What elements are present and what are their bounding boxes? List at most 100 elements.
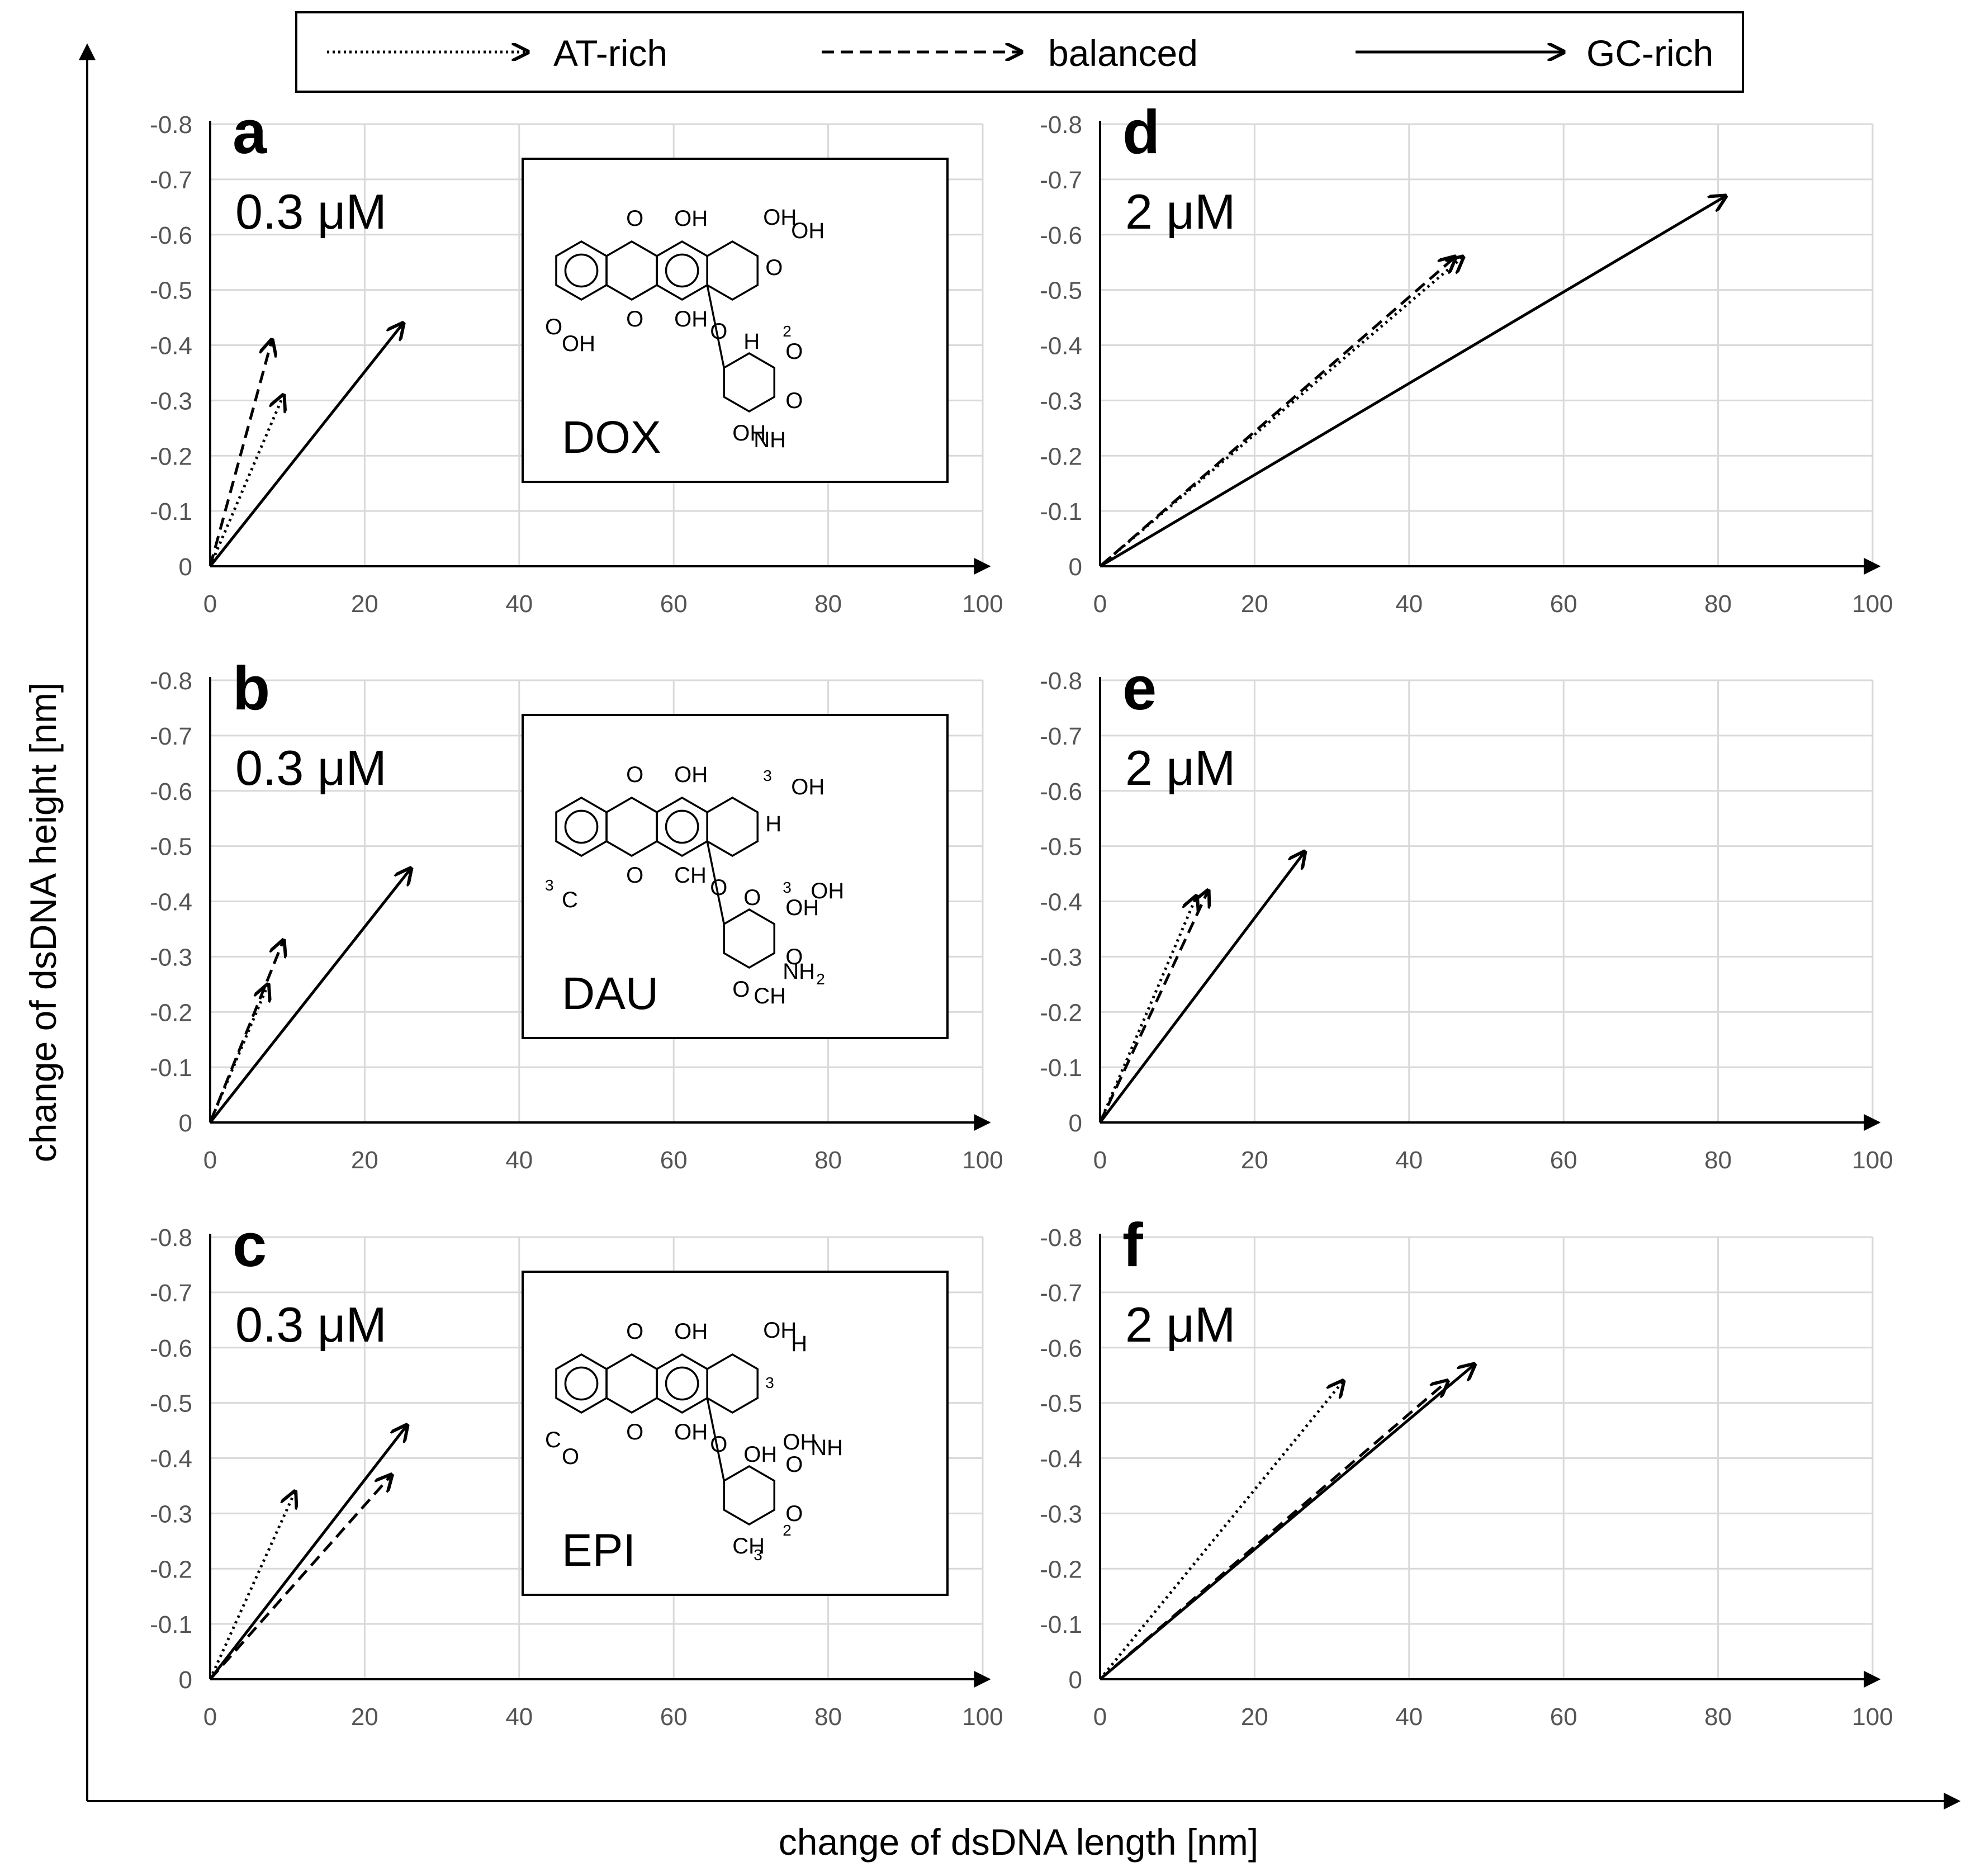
vector-balanced	[1099, 257, 1456, 567]
structure-drawing	[555, 1353, 776, 1526]
panel-letter: e	[1122, 654, 1157, 723]
x-tick-label: 100	[1852, 590, 1893, 618]
y-tick-label: -0.5	[1040, 277, 1082, 305]
structure-frame	[522, 158, 949, 483]
atom-label: OH	[763, 1318, 797, 1343]
concentration-label: 0.3 μM	[235, 740, 387, 795]
y-tick-label: 0	[1069, 1666, 1082, 1694]
y-tick-label: -0.6	[150, 1335, 192, 1362]
vector-gc-rich	[209, 1425, 407, 1680]
panel-letter: f	[1122, 1211, 1143, 1280]
atom-label: C	[545, 1428, 561, 1452]
y-tick-label: -0.5	[1040, 1390, 1082, 1418]
atom-label: O	[545, 315, 562, 339]
panels: 0 -0.1 -0.2 -0.3 -0.4 -0.5 -0.6 -0.7 -0.8 0 20 40 60…	[150, 98, 1893, 1731]
x-tick-label: 40	[1395, 1703, 1423, 1731]
atom-label: O	[710, 1432, 727, 1457]
atom-label: OH	[732, 421, 766, 446]
vector-gc-rich	[209, 868, 411, 1124]
y-tick-label: 0	[1069, 1110, 1082, 1137]
y-tick-label: -0.6	[1040, 222, 1082, 249]
x-tick-label: 0	[1093, 590, 1107, 618]
y-tick-label: -0.7	[1040, 1280, 1082, 1307]
atom-label: OH	[674, 1319, 708, 1344]
y-tick-label: -0.1	[150, 1611, 192, 1638]
atom-label: O	[785, 1501, 803, 1526]
atom-label: O	[785, 389, 803, 413]
y-tick-label: -0.1	[1040, 1054, 1082, 1082]
drug-label: DOX	[562, 412, 661, 463]
y-tick-label: -0.3	[150, 1500, 192, 1528]
y-tick-label: -0.7	[150, 723, 192, 750]
y-tick-label: -0.2	[150, 999, 192, 1026]
atom-label: O	[562, 1444, 579, 1469]
y-tick-label: -0.6	[150, 778, 192, 806]
aromatic-ring-mark	[564, 1366, 599, 1401]
ring-4	[706, 796, 759, 858]
x-tick-label: 20	[1241, 1703, 1268, 1731]
atom-label: O	[710, 875, 727, 900]
panel-e: 0 -0.1 -0.2 -0.3 -0.4 -0.5 -0.6 -0.7 -0.8 0 20 40 60…	[1040, 654, 1893, 1174]
aromatic-ring-mark	[564, 253, 599, 288]
panel-f: 0 -0.1 -0.2 -0.3 -0.4 -0.5 -0.6 -0.7 -0.8 0 20 40 60…	[1040, 1211, 1893, 1731]
x-tick-label: 80	[1704, 1147, 1732, 1174]
structure-drawing	[555, 240, 776, 413]
x-tick-label: 80	[814, 1703, 842, 1731]
x-tick-label: 100	[1852, 1703, 1893, 1731]
y-tick-label: -0.8	[150, 1224, 192, 1252]
atom-label: OH	[763, 205, 797, 230]
y-tick-label: -0.6	[150, 222, 192, 249]
vector-at-rich	[209, 395, 283, 567]
y-tick-label: -0.8	[1040, 111, 1082, 139]
panel-letter: b	[233, 654, 270, 723]
atom-label: O	[743, 885, 761, 910]
atom-label: O	[626, 307, 643, 331]
atom-label: H	[765, 812, 781, 836]
x-tick-label: 60	[1550, 1703, 1577, 1731]
y-tick-label: -0.8	[150, 111, 192, 139]
x-tick-label: 60	[660, 590, 688, 618]
x-tick-label: 60	[1550, 1147, 1577, 1174]
x-tick-label: 20	[1241, 1147, 1268, 1174]
y-tick-label: -0.3	[150, 944, 192, 971]
gridlines	[1100, 679, 1874, 1122]
y-tick-label: -0.4	[1040, 333, 1082, 360]
y-tick-label: -0.4	[150, 1446, 192, 1473]
y-tick-label: -0.4	[150, 333, 192, 360]
atom-label: NH	[783, 959, 815, 984]
atom-label: OH	[674, 762, 708, 787]
vector-balanced	[1098, 890, 1208, 1124]
vector-at-rich	[1098, 896, 1197, 1123]
y-tick-label: -0.2	[1040, 443, 1082, 470]
y-tick-label: -0.7	[1040, 723, 1082, 750]
atom-label: O	[785, 945, 803, 969]
vector-balanced	[209, 340, 272, 567]
y-tick-label: -0.8	[1040, 667, 1082, 695]
atom-label: 3	[754, 1546, 762, 1564]
glycosidic-bond	[706, 1397, 725, 1481]
vector-gc-rich	[1099, 852, 1305, 1124]
panel-letter: c	[233, 1211, 267, 1280]
atom-label: NH	[754, 428, 786, 452]
y-tick-label: 0	[1069, 553, 1082, 581]
y-tick-label: -0.5	[1040, 833, 1082, 861]
x-tick-label: 100	[962, 1147, 1003, 1174]
outer-axes: change of dsDNA height [nm] change of ds…	[22, 43, 1961, 1863]
y-tick-label: -0.5	[150, 833, 192, 861]
x-tick-label: 0	[203, 590, 217, 618]
drug-label: EPI	[562, 1525, 636, 1576]
atom-label: 3	[765, 1374, 774, 1391]
x-tick-label: 80	[814, 1147, 842, 1174]
atom-label: OH	[811, 879, 844, 903]
atom-label: OH	[783, 1430, 816, 1455]
x-tick-label: 40	[505, 1703, 533, 1731]
x-tick-label: 80	[814, 590, 842, 618]
y-tick-label: -0.2	[150, 1556, 192, 1583]
aromatic-ring-mark	[564, 809, 599, 844]
atom-label: 3	[763, 767, 772, 784]
y-tick-label: -0.2	[150, 443, 192, 470]
vector-balanced	[209, 940, 283, 1123]
